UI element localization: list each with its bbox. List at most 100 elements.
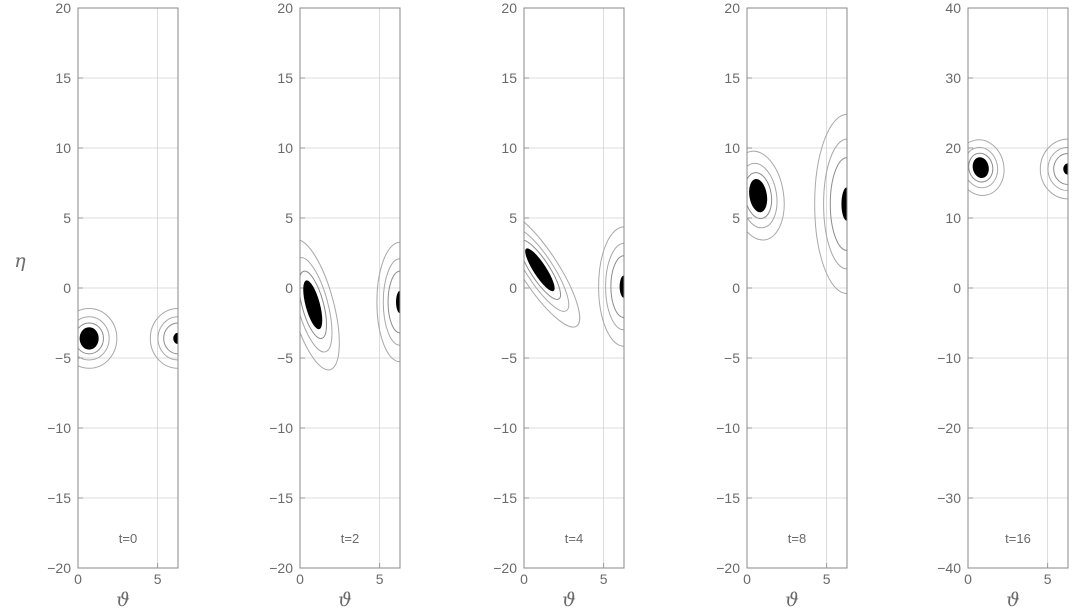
y-tick-label: −15 bbox=[47, 490, 71, 506]
y-tick-label: −20 bbox=[493, 560, 517, 576]
x-axis-label: ϑ bbox=[785, 589, 799, 611]
y-tick-label: −5 bbox=[724, 350, 740, 366]
contour-core bbox=[79, 327, 99, 350]
contour-core bbox=[525, 248, 555, 292]
contour-line bbox=[149, 308, 178, 369]
y-tick-label: 20 bbox=[724, 0, 740, 16]
contour-line bbox=[747, 172, 773, 220]
y-tick-label: −10 bbox=[493, 420, 517, 436]
panel-label: t=2 bbox=[341, 531, 359, 546]
y-tick-label: 0 bbox=[732, 280, 740, 296]
y-tick-label: 20 bbox=[945, 140, 961, 156]
x-tick-label: 5 bbox=[1044, 571, 1052, 587]
y-tick-label: 0 bbox=[953, 280, 961, 296]
y-tick-label: 10 bbox=[724, 140, 740, 156]
y-tick-label: −20 bbox=[937, 420, 961, 436]
y-tick-label: 15 bbox=[501, 70, 517, 86]
y-tick-label: 10 bbox=[277, 140, 293, 156]
panel-3: −20 −15 −10 −5 0 5 10 15 20 0 5 t=4 ϑ bbox=[493, 0, 625, 611]
x-tick-label: 0 bbox=[743, 571, 751, 587]
axis-frame bbox=[967, 7, 1069, 569]
contour-line bbox=[78, 322, 104, 355]
y-tick-label: 15 bbox=[277, 70, 293, 86]
y-axis-label: η bbox=[14, 250, 26, 272]
contour-group bbox=[747, 113, 847, 295]
contour-line bbox=[747, 150, 785, 241]
y-tick-label: −30 bbox=[937, 490, 961, 506]
contour-core bbox=[841, 187, 847, 221]
y-tick-label: −10 bbox=[47, 420, 71, 436]
contour-line bbox=[524, 239, 561, 300]
contour-core bbox=[749, 178, 768, 213]
y-tick-label: −20 bbox=[269, 560, 293, 576]
y-tick-label: −5 bbox=[55, 350, 71, 366]
axis-frame bbox=[299, 7, 401, 569]
contour-line bbox=[78, 316, 110, 361]
panel-1: −20 −15 −10 −5 0 5 10 15 20 0 5 t=0 ϑ η bbox=[14, 0, 179, 611]
x-axis-label: ϑ bbox=[1006, 589, 1020, 611]
y-tick-label: 20 bbox=[501, 0, 517, 16]
contour-line bbox=[300, 270, 327, 340]
y-tick-label: 5 bbox=[732, 210, 740, 226]
contour-line bbox=[157, 316, 178, 361]
x-tick-label: 5 bbox=[376, 571, 384, 587]
x-tick-label: 0 bbox=[296, 571, 304, 587]
contour-group bbox=[300, 239, 400, 371]
contour-line bbox=[968, 139, 1005, 196]
contour-line bbox=[598, 226, 624, 347]
y-tick-label: 40 bbox=[945, 0, 961, 16]
contour-line bbox=[524, 227, 570, 312]
x-axis-label: ϑ bbox=[562, 589, 576, 611]
y-tick-label: −15 bbox=[269, 490, 293, 506]
x-tick-label: 0 bbox=[74, 571, 82, 587]
panel-label: t=0 bbox=[119, 531, 137, 546]
contour-core bbox=[1063, 163, 1068, 175]
contour-line bbox=[968, 146, 999, 189]
x-tick-label: 5 bbox=[154, 571, 162, 587]
panel-4: −20 −15 −10 −5 0 5 10 15 20 0 5 t=8 ϑ bbox=[716, 0, 848, 611]
y-tick-label: 10 bbox=[501, 140, 517, 156]
contour-line bbox=[376, 241, 400, 363]
y-tick-label: −10 bbox=[716, 420, 740, 436]
contour-core bbox=[173, 332, 178, 344]
contour-line bbox=[163, 322, 178, 355]
contour-core bbox=[972, 157, 989, 179]
y-tick-label: −10 bbox=[937, 350, 961, 366]
contour-core bbox=[396, 290, 400, 314]
y-tick-label: 0 bbox=[509, 280, 517, 296]
panel-label: t=16 bbox=[1005, 531, 1031, 546]
y-tick-label: 5 bbox=[509, 210, 517, 226]
contour-core bbox=[303, 280, 323, 330]
contour-line bbox=[300, 239, 340, 371]
contour-core bbox=[619, 275, 624, 298]
contour-line bbox=[747, 162, 778, 229]
contour-line bbox=[1053, 153, 1068, 185]
y-tick-label: −20 bbox=[716, 560, 740, 576]
x-axis-label: ϑ bbox=[116, 589, 130, 611]
contour-group bbox=[78, 308, 178, 369]
y-tick-label: −15 bbox=[493, 490, 517, 506]
y-tick-label: 5 bbox=[63, 210, 71, 226]
y-tick-label: 20 bbox=[277, 0, 293, 16]
x-tick-label: 0 bbox=[520, 571, 528, 587]
contour-line bbox=[814, 113, 847, 295]
axis-frame bbox=[77, 7, 179, 569]
contour-line bbox=[829, 157, 847, 251]
y-tick-label: −5 bbox=[501, 350, 517, 366]
contour-line bbox=[78, 308, 118, 369]
y-tick-label: 10 bbox=[55, 140, 71, 156]
axis-frame bbox=[746, 7, 848, 569]
x-tick-label: 5 bbox=[600, 571, 608, 587]
x-axis-label: ϑ bbox=[338, 589, 352, 611]
contour-line bbox=[968, 152, 994, 183]
x-tick-label: 0 bbox=[964, 571, 972, 587]
panel-label: t=8 bbox=[788, 531, 806, 546]
y-tick-label: −5 bbox=[277, 350, 293, 366]
y-tick-label: 15 bbox=[724, 70, 740, 86]
y-tick-label: −20 bbox=[47, 560, 71, 576]
y-tick-label: 15 bbox=[55, 70, 71, 86]
y-tick-label: 10 bbox=[945, 210, 961, 226]
y-tick-label: −10 bbox=[269, 420, 293, 436]
y-tick-label: −40 bbox=[937, 560, 961, 576]
